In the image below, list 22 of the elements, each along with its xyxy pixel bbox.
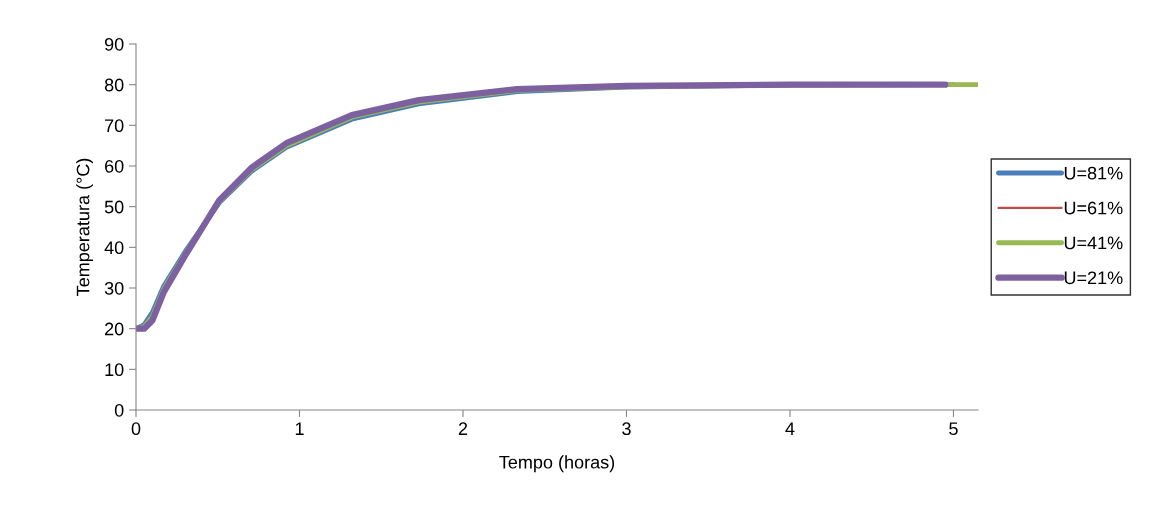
y-tick-label: 20	[105, 322, 124, 336]
legend-label: U=21%	[1064, 271, 1123, 285]
x-axis-title: Tempo (horas)	[499, 455, 615, 473]
y-tick-label: 0	[114, 403, 124, 417]
x-tick-label: 0	[131, 422, 141, 436]
y-tick-label: 70	[105, 119, 124, 133]
legend-label: U=81%	[1064, 166, 1123, 180]
y-axis-title: Temperatura (°C)	[76, 158, 93, 296]
legend-label: U=61%	[1064, 201, 1123, 215]
y-tick-label: 30	[104, 281, 124, 295]
y-tick-label: 90	[104, 37, 124, 51]
x-tick-label: 1	[295, 422, 304, 435]
y-tick-label: 40	[104, 241, 124, 255]
x-tick-label: 2	[458, 422, 468, 435]
y-tick-label: 50	[104, 200, 124, 214]
x-tick-label: 5	[949, 422, 958, 436]
x-tick-label: 4	[785, 422, 795, 435]
y-tick-label: 80	[104, 78, 124, 92]
x-tick-label: 3	[622, 422, 631, 436]
legend-label: U=41%	[1064, 236, 1123, 250]
y-tick-label: 10	[105, 363, 124, 377]
y-tick-label: 60	[105, 159, 124, 173]
